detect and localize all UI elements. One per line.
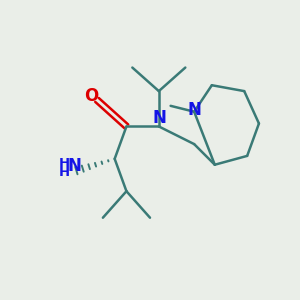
Text: N: N [68,157,82,175]
Text: N: N [152,109,167,127]
Text: N: N [188,101,202,119]
Text: O: O [85,87,99,105]
Text: H: H [58,157,70,170]
Text: H: H [58,167,70,179]
